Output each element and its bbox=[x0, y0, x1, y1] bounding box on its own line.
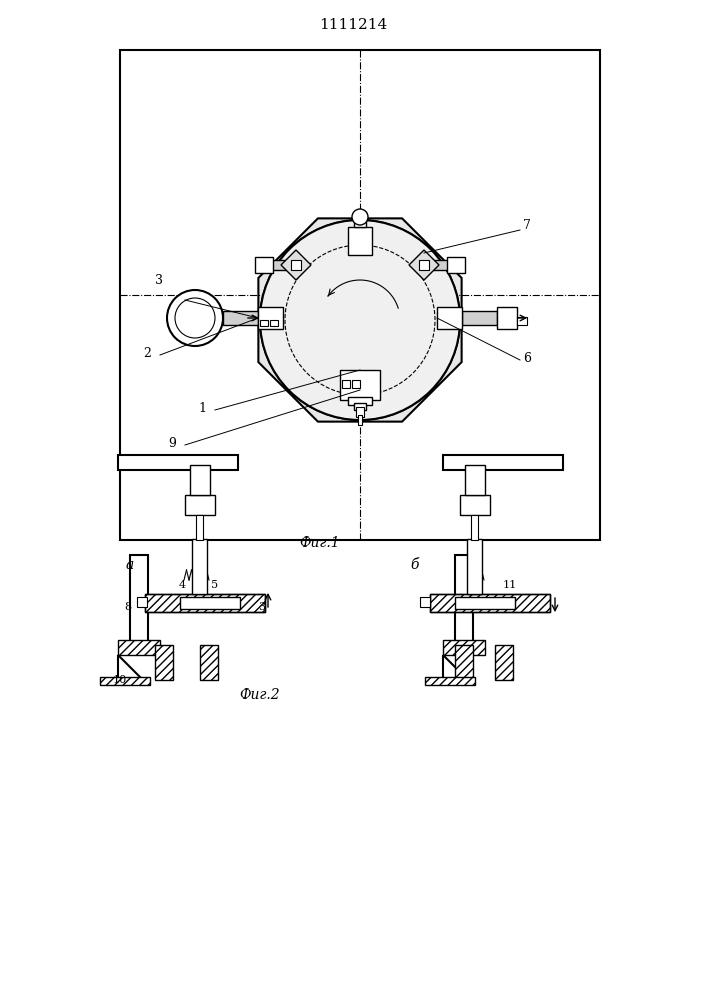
Polygon shape bbox=[443, 655, 468, 680]
Bar bbox=[120, 50, 600, 540]
Bar bbox=[145, 594, 265, 612]
Bar bbox=[258, 307, 283, 329]
Bar bbox=[462, 311, 497, 325]
Bar bbox=[348, 397, 372, 405]
Text: 10: 10 bbox=[113, 675, 127, 685]
Bar bbox=[430, 594, 550, 612]
Text: Фиг.2: Фиг.2 bbox=[240, 688, 280, 702]
Bar bbox=[180, 597, 240, 609]
Bar bbox=[422, 260, 450, 270]
Text: 3: 3 bbox=[155, 274, 163, 287]
Bar bbox=[443, 455, 563, 470]
Bar bbox=[340, 370, 380, 400]
Text: 2: 2 bbox=[143, 347, 151, 360]
Bar bbox=[354, 403, 366, 410]
Bar bbox=[255, 257, 273, 273]
Bar bbox=[118, 640, 160, 655]
Bar bbox=[430, 594, 550, 612]
Bar bbox=[467, 539, 482, 594]
Bar bbox=[495, 645, 513, 680]
Text: 11: 11 bbox=[503, 580, 517, 590]
Text: 6: 6 bbox=[523, 352, 531, 365]
Bar bbox=[471, 515, 478, 540]
Polygon shape bbox=[118, 655, 143, 680]
Bar bbox=[455, 555, 473, 645]
Bar bbox=[443, 640, 485, 655]
Circle shape bbox=[260, 220, 460, 420]
Bar bbox=[223, 311, 258, 325]
Bar bbox=[447, 257, 465, 273]
Bar bbox=[185, 495, 215, 515]
Bar bbox=[145, 594, 265, 612]
Bar bbox=[196, 515, 203, 540]
Bar bbox=[137, 597, 147, 607]
Bar bbox=[200, 645, 218, 680]
Text: 8: 8 bbox=[124, 602, 132, 612]
Bar bbox=[356, 407, 364, 417]
Text: 1: 1 bbox=[198, 402, 206, 415]
Bar bbox=[437, 307, 462, 329]
Text: 3: 3 bbox=[259, 602, 266, 612]
Bar bbox=[342, 380, 350, 388]
Bar bbox=[420, 597, 430, 607]
Polygon shape bbox=[258, 218, 462, 422]
Bar bbox=[130, 555, 148, 645]
Bar bbox=[419, 260, 429, 270]
Bar bbox=[291, 260, 301, 270]
Bar bbox=[465, 465, 485, 495]
Text: 1111214: 1111214 bbox=[319, 18, 387, 32]
Bar bbox=[425, 677, 475, 685]
Circle shape bbox=[352, 209, 368, 225]
Bar bbox=[270, 260, 298, 270]
Text: 4: 4 bbox=[178, 580, 185, 590]
Text: б: б bbox=[411, 558, 419, 572]
Bar bbox=[118, 455, 238, 470]
Bar bbox=[100, 677, 150, 685]
Bar bbox=[517, 317, 527, 325]
Text: 7: 7 bbox=[523, 219, 531, 232]
Bar bbox=[260, 320, 268, 326]
Bar bbox=[192, 539, 207, 594]
Bar bbox=[460, 495, 490, 515]
Bar bbox=[348, 227, 372, 255]
Text: 5: 5 bbox=[211, 580, 218, 590]
Bar bbox=[352, 380, 360, 388]
Bar bbox=[270, 320, 278, 326]
Bar bbox=[358, 415, 362, 425]
Bar bbox=[455, 645, 473, 680]
Polygon shape bbox=[409, 250, 439, 280]
Bar bbox=[155, 645, 173, 680]
Circle shape bbox=[167, 290, 223, 346]
Circle shape bbox=[260, 220, 460, 420]
Bar bbox=[455, 597, 515, 609]
Text: 9: 9 bbox=[168, 437, 176, 450]
Polygon shape bbox=[281, 250, 311, 280]
Text: Фиг.1: Фиг.1 bbox=[300, 536, 340, 550]
Text: а: а bbox=[126, 558, 134, 572]
Bar bbox=[354, 212, 366, 227]
Bar bbox=[497, 307, 517, 329]
Bar bbox=[190, 465, 210, 495]
